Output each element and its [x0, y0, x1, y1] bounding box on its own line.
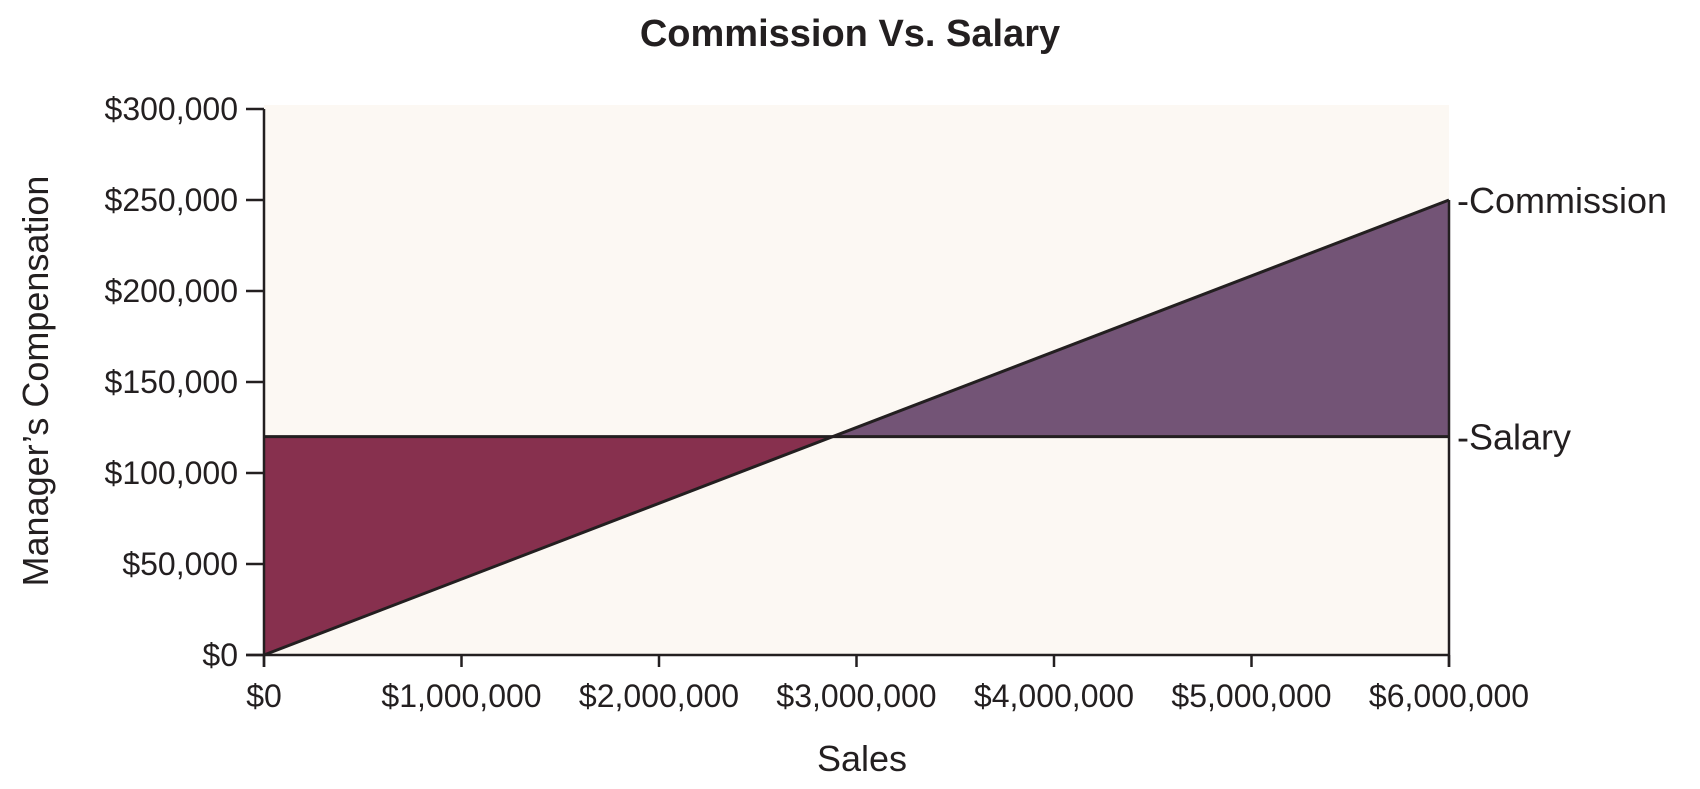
y-axis-ticks: $0 $50,000 $100,000 $150,000 $200,000 $250,00…	[105, 91, 264, 673]
commission-line	[263, 198, 1450, 657]
y-tick-label: $150,000	[105, 364, 238, 400]
y-tick-label: $50,000	[122, 546, 238, 582]
chart-title: Commission Vs. Salary	[640, 13, 1060, 55]
y-axis-label: Manager’s Compensation	[15, 176, 56, 587]
x-tick-label: $4,000,000	[974, 678, 1134, 714]
x-tick-label: $1,000,000	[381, 678, 541, 714]
x-tick-label: $3,000,000	[776, 678, 936, 714]
x-tick-label: $6,000,000	[1369, 678, 1529, 714]
salary-series-label: -Salary	[1457, 417, 1571, 458]
y-tick-label: $0	[202, 637, 238, 673]
y-tick-label: $100,000	[105, 455, 238, 491]
x-tick-label: $2,000,000	[579, 678, 739, 714]
y-tick-label: $200,000	[105, 273, 238, 309]
commission-series-label: -Commission	[1457, 180, 1667, 221]
x-axis-ticks: $0 $1,000,000 $2,000,000 $3,000,000 $4,000,0…	[246, 655, 1529, 714]
y-tick-label: $250,000	[105, 182, 238, 218]
x-tick-label: $5,000,000	[1171, 678, 1331, 714]
x-tick-label: $0	[246, 678, 282, 714]
y-tick-label: $300,000	[105, 91, 238, 127]
x-axis-label: Sales	[817, 738, 907, 779]
